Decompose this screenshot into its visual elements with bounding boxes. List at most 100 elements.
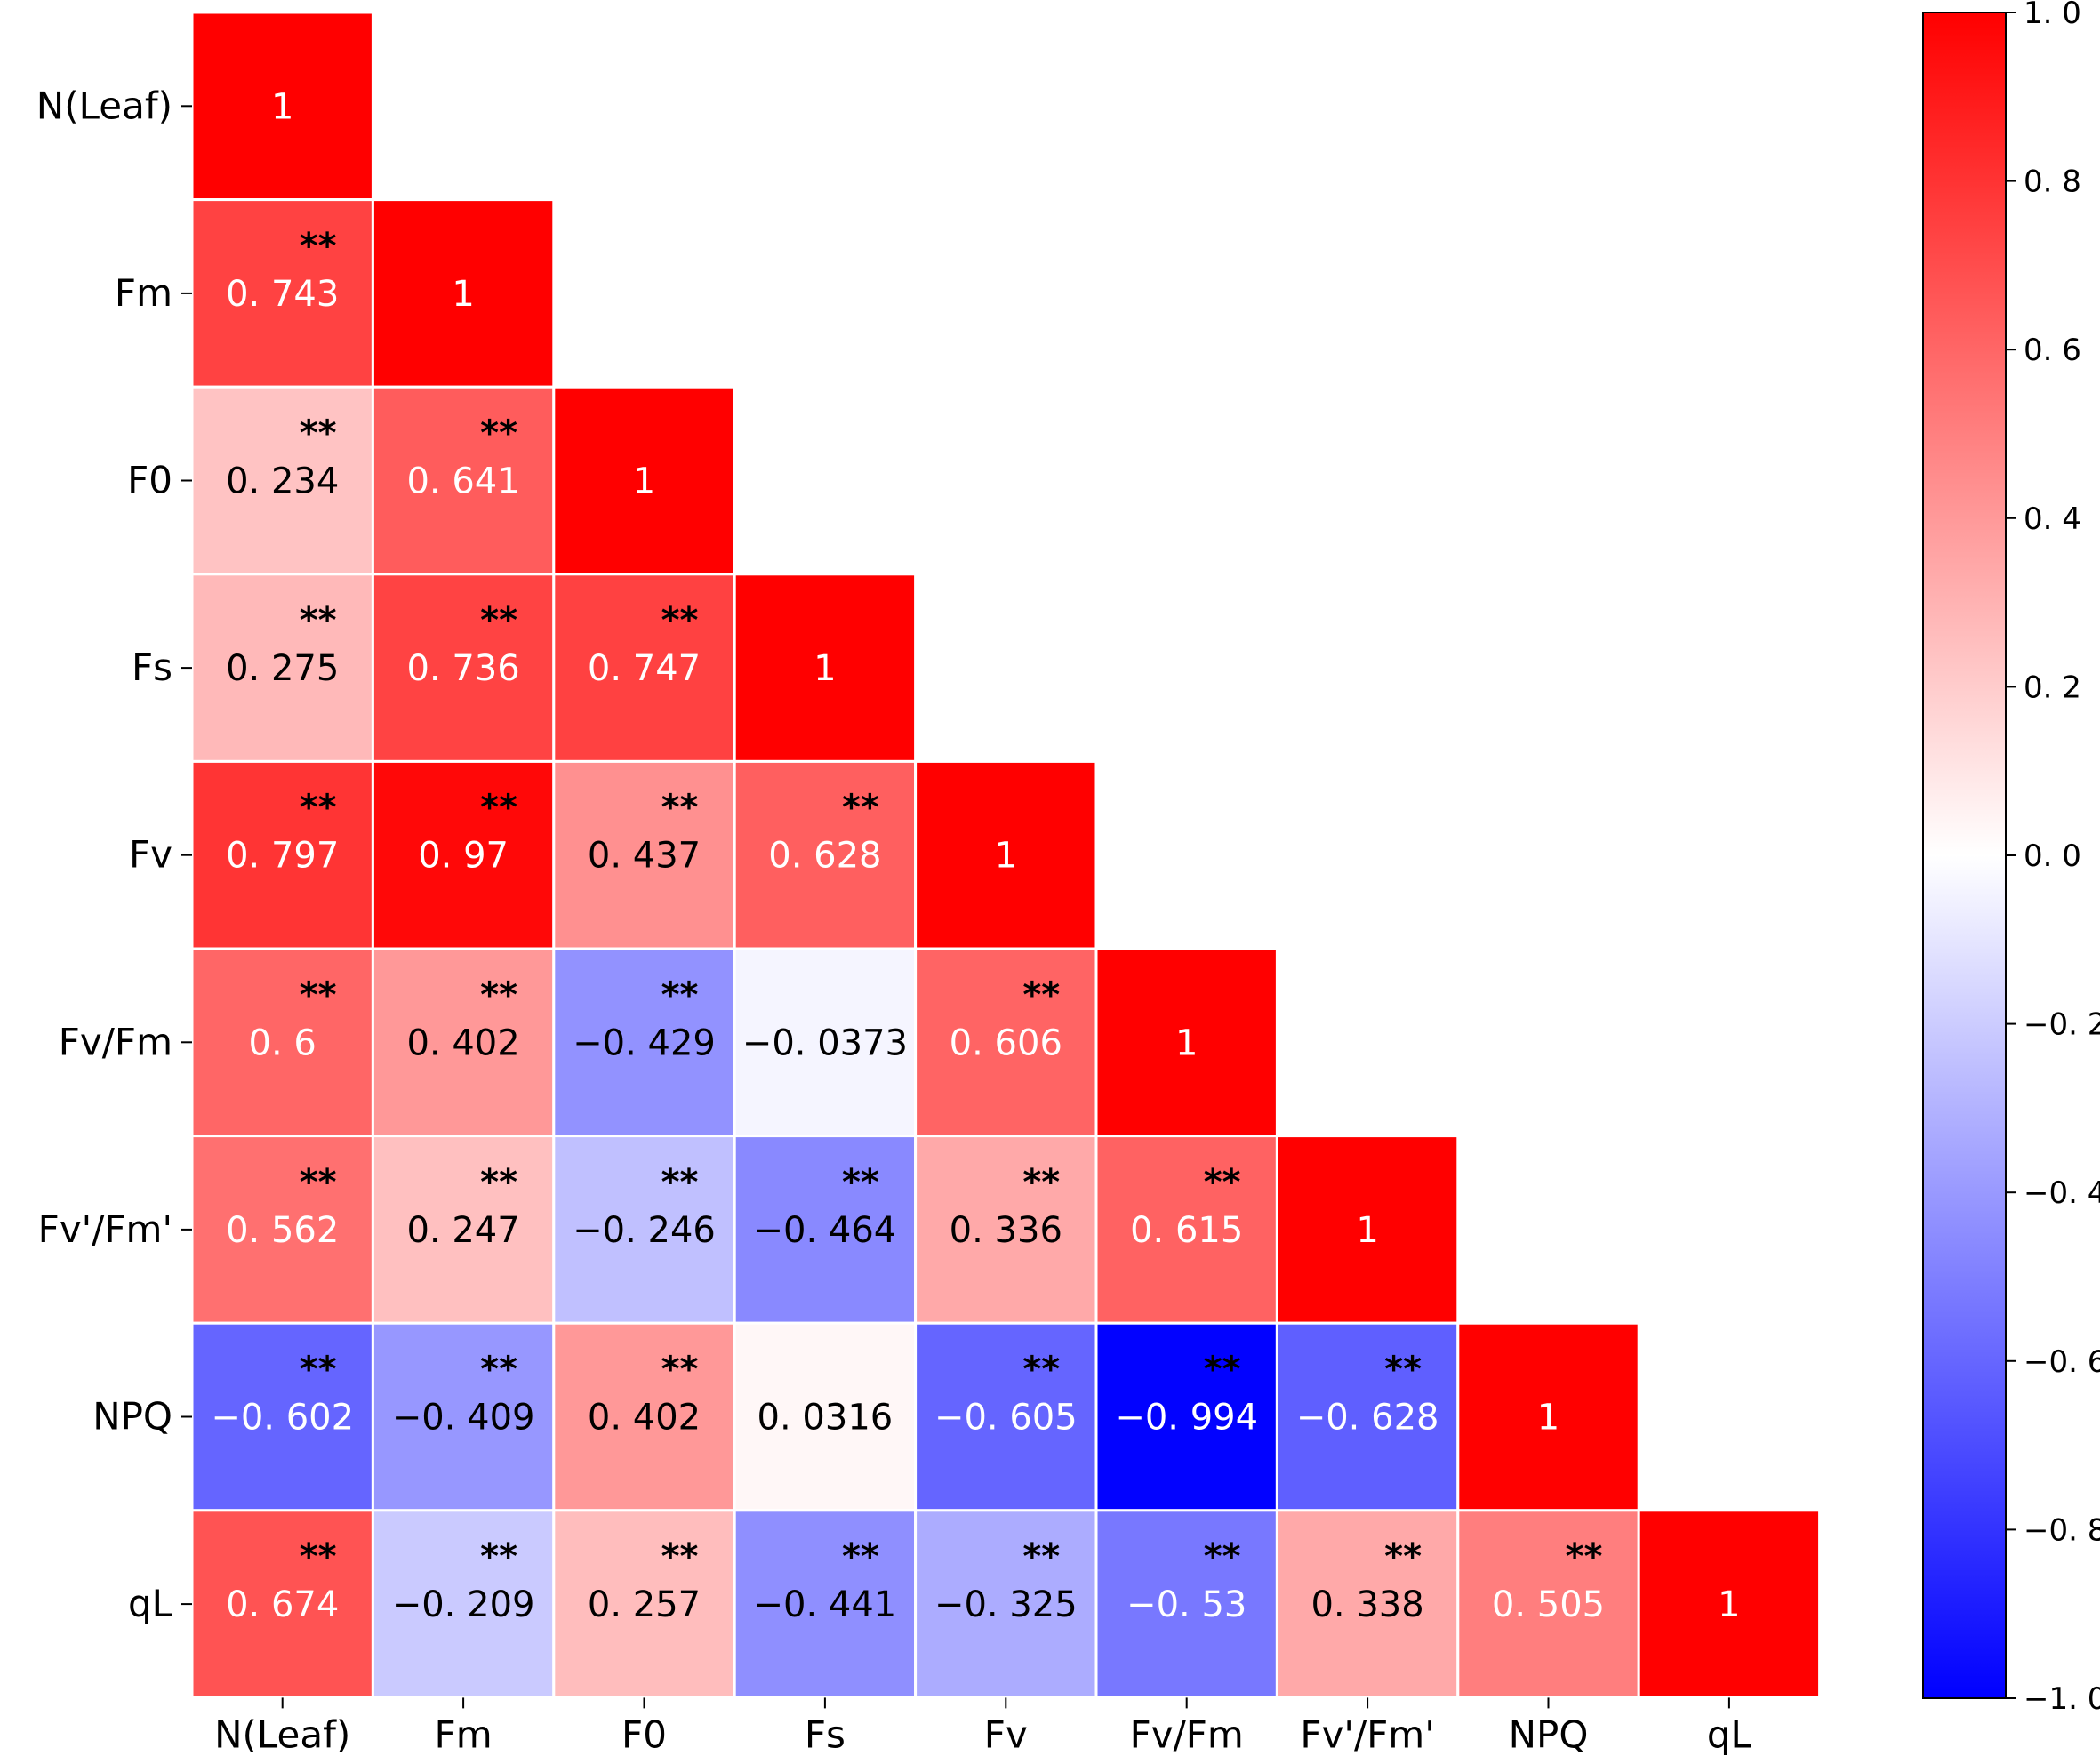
heatmap-cell-value: 0. 6 xyxy=(249,1022,317,1063)
colorbar: 1. 0 0. 8 0. 6 0. 4 0. 2 0. 0 −0. 2 −0. 4 −0. 6 −… xyxy=(1922,0,2100,1717)
heatmap-cell: −0. 209 ** xyxy=(371,1509,556,1699)
heatmap-cell-value: 0. 641 xyxy=(406,461,519,502)
y-axis-tick-labels: N(Leaf) Fm F0 Fs Fv Fv/Fm Fv'/Fm' NPQ qL xyxy=(36,84,192,1625)
y-tick-label: Fm xyxy=(115,271,172,315)
heatmap-cell-value: −0. 53 xyxy=(1126,1584,1246,1625)
heatmap-cell-value: 0. 234 xyxy=(226,461,339,502)
heatmap-cell-rect xyxy=(190,11,374,202)
heatmap-cell-value: −0. 246 xyxy=(573,1210,716,1251)
heatmap-cell-rect xyxy=(552,385,736,576)
heatmap-cell-rect xyxy=(190,1135,374,1325)
significance-marker: ** xyxy=(661,1536,699,1577)
significance-marker: ** xyxy=(300,1536,337,1577)
x-tick-label: Fv'/Fm' xyxy=(1300,1712,1434,1756)
heatmap-cell: 0. 336 ** xyxy=(914,1135,1098,1325)
heatmap-cell-rect xyxy=(733,573,918,763)
significance-marker: ** xyxy=(661,1162,699,1203)
heatmap-cell-value: 0. 275 xyxy=(226,648,339,689)
heatmap-cell-rect xyxy=(371,947,556,1138)
heatmap-cell: 0. 747 ** xyxy=(552,573,736,763)
heatmap-cell: −0. 409 ** xyxy=(371,1321,556,1512)
heatmap-cell-value: 0. 338 xyxy=(1310,1584,1423,1625)
significance-marker: ** xyxy=(480,1350,517,1391)
heatmap-cell-value: 1 xyxy=(452,274,474,315)
heatmap-cell: −0. 605 ** xyxy=(914,1321,1098,1512)
y-tick-label: NPQ xyxy=(92,1395,172,1439)
heatmap-cell-value: 0. 437 xyxy=(588,836,701,877)
colorbar-tick-label: −0. 6 xyxy=(2024,1344,2100,1380)
heatmap-cell: 0. 641 ** xyxy=(371,385,556,576)
heatmap-cell-rect xyxy=(190,1321,374,1512)
x-tick-label: NPQ xyxy=(1509,1712,1589,1756)
x-tick-label: N(Leaf) xyxy=(214,1712,350,1756)
colorbar-tick-label: 0. 2 xyxy=(2024,670,2081,705)
heatmap-cell-rect xyxy=(552,1509,736,1699)
heatmap-cell-value: 1 xyxy=(633,461,655,502)
heatmap-cell-value: −0. 628 xyxy=(1296,1398,1439,1439)
y-tick-label: Fv xyxy=(129,833,172,877)
significance-marker: ** xyxy=(300,974,337,1015)
x-tick-label: qL xyxy=(1707,1712,1752,1756)
colorbar-tick-label: −1. 0 xyxy=(2024,1681,2100,1717)
significance-marker: ** xyxy=(842,1162,879,1203)
heatmap-cell: 0. 0316 xyxy=(733,1321,918,1512)
heatmap-cell-rect xyxy=(190,385,374,576)
heatmap-cell: −0. 429 ** xyxy=(552,947,736,1138)
y-tick-label: F0 xyxy=(127,459,172,502)
significance-marker: ** xyxy=(300,413,337,454)
significance-marker: ** xyxy=(300,1162,337,1203)
x-tick-label: F0 xyxy=(621,1712,667,1756)
heatmap-cell: 1 xyxy=(914,759,1098,950)
heatmap-cell: −0. 464 ** xyxy=(733,1135,918,1325)
x-tick-label: Fs xyxy=(805,1712,846,1756)
heatmap-cell-value: 0. 402 xyxy=(406,1022,519,1063)
heatmap-cell: −0. 325 ** xyxy=(914,1509,1098,1699)
heatmap-cell-rect xyxy=(371,198,556,389)
heatmap-cell: 1 xyxy=(1094,947,1278,1138)
significance-marker: ** xyxy=(480,1536,517,1577)
heatmap-cell-value: 1 xyxy=(1356,1210,1378,1251)
colorbar-tick-label: −0. 2 xyxy=(2024,1007,2100,1043)
heatmap-cell-value: 0. 674 xyxy=(226,1584,339,1625)
significance-marker: ** xyxy=(480,413,517,454)
significance-marker: ** xyxy=(1384,1350,1422,1391)
heatmap-cell-value: −0. 994 xyxy=(1115,1398,1258,1439)
heatmap-cell-rect xyxy=(371,1135,556,1325)
significance-marker: ** xyxy=(661,974,699,1015)
heatmap-cell: 0. 674 ** xyxy=(190,1509,374,1699)
heatmap-cell-value: 1 xyxy=(1175,1022,1198,1063)
y-tick-label: Fv'/Fm' xyxy=(38,1207,172,1251)
significance-marker: ** xyxy=(661,788,699,829)
heatmap-cell-value: 1 xyxy=(995,836,1017,877)
heatmap-cell-rect xyxy=(733,1135,918,1325)
heatmap-cell-rect xyxy=(190,198,374,389)
heatmap-cell-value: −0. 464 xyxy=(754,1210,897,1251)
heatmap-cell-rect xyxy=(371,759,556,950)
colorbar-tick-label: −0. 4 xyxy=(2024,1175,2100,1211)
colorbar-gradient xyxy=(1922,12,2007,1699)
heatmap-cell-value: 0. 0316 xyxy=(757,1398,894,1439)
significance-marker: ** xyxy=(1204,1350,1241,1391)
heatmap-cell: −0. 246 ** xyxy=(552,1135,736,1325)
heatmap-cell-value: −0. 209 xyxy=(392,1584,535,1625)
heatmap-cell-value: 0. 743 xyxy=(226,274,339,315)
heatmap-cell: −0. 628 ** xyxy=(1275,1321,1460,1512)
heatmap-cell-rect xyxy=(914,947,1098,1138)
heatmap-cell: 0. 257 ** xyxy=(552,1509,736,1699)
heatmap-cell-rect xyxy=(1275,1509,1460,1699)
heatmap-cell-value: −0. 441 xyxy=(754,1584,897,1625)
significance-marker: ** xyxy=(480,974,517,1015)
heatmap-cell-value: 0. 97 xyxy=(418,836,509,877)
heatmap-cell-value: 1 xyxy=(271,86,293,127)
heatmap-cell: 1 xyxy=(1275,1135,1460,1325)
heatmap-cell-rect xyxy=(1456,1321,1640,1512)
heatmap-cell-value: 1 xyxy=(814,648,836,689)
heatmap-cell-value: −0. 0373 xyxy=(742,1022,908,1063)
significance-marker: ** xyxy=(1022,1350,1060,1391)
heatmap-cell-rect xyxy=(1094,1509,1278,1699)
y-tick-label: Fv/Fm xyxy=(59,1020,172,1063)
x-axis-tick-labels: N(Leaf) Fm F0 Fs Fv Fv/Fm Fv'/Fm' NPQ qL xyxy=(214,1697,1752,1756)
significance-marker: ** xyxy=(300,226,337,267)
heatmap-cell: 0. 437 ** xyxy=(552,759,736,950)
x-tick-label: Fm xyxy=(435,1712,493,1756)
